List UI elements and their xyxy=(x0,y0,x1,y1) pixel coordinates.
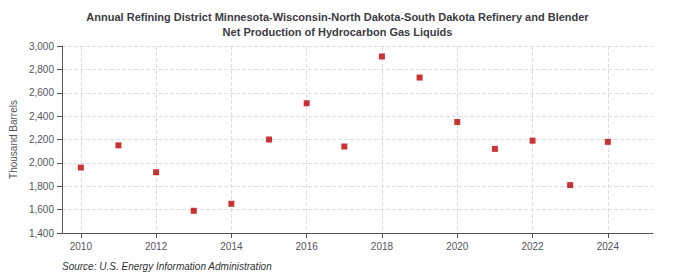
svg-text:2012: 2012 xyxy=(145,241,168,252)
svg-text:2018: 2018 xyxy=(371,241,394,252)
svg-text:Annual Refining District Minne: Annual Refining District Minnesota-Wisco… xyxy=(86,11,589,23)
svg-text:2,000: 2,000 xyxy=(29,157,54,168)
svg-text:1,600: 1,600 xyxy=(29,204,54,215)
svg-text:2,600: 2,600 xyxy=(29,87,54,98)
svg-text:2,400: 2,400 xyxy=(29,111,54,122)
svg-text:Net Production of Hydrocarbon: Net Production of Hydrocarbon Gas Liquid… xyxy=(223,26,453,38)
svg-text:Source: U.S. Energy Informatio: Source: U.S. Energy Information Administ… xyxy=(62,261,272,272)
svg-text:Thousand Barrels: Thousand Barrels xyxy=(8,100,19,179)
svg-text:2020: 2020 xyxy=(446,241,469,252)
svg-text:2010: 2010 xyxy=(70,241,93,252)
svg-text:1,800: 1,800 xyxy=(29,181,54,192)
svg-text:2024: 2024 xyxy=(597,241,620,252)
svg-text:2,200: 2,200 xyxy=(29,134,54,145)
svg-text:2,800: 2,800 xyxy=(29,64,54,75)
svg-text:1,400: 1,400 xyxy=(29,228,54,239)
svg-text:2016: 2016 xyxy=(296,241,319,252)
svg-text:2022: 2022 xyxy=(521,241,544,252)
svg-text:3,000: 3,000 xyxy=(29,41,54,52)
svg-text:2014: 2014 xyxy=(220,241,243,252)
